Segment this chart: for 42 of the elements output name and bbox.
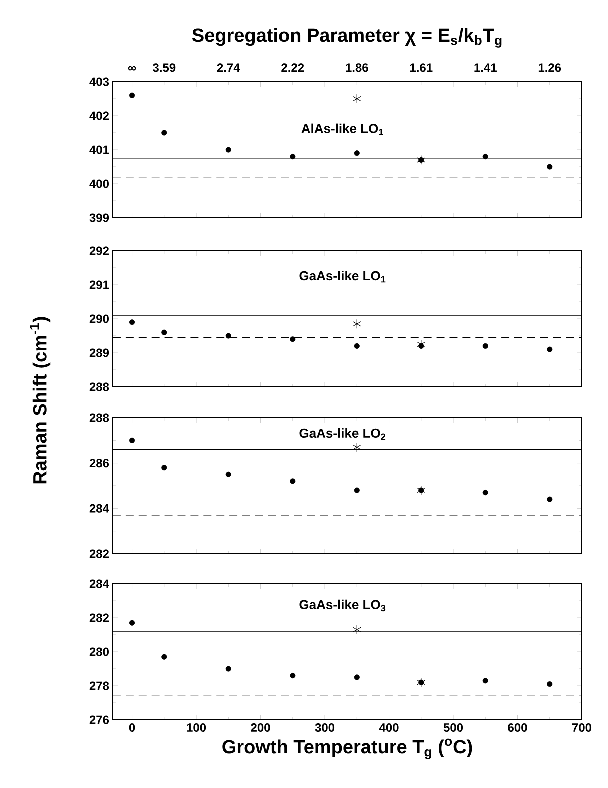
- y-tick-label: 278: [90, 682, 110, 690]
- text: 3.59: [153, 64, 176, 72]
- annotation: GaAs-like LO$_{1}$: [300, 271, 386, 283]
- annotation: GaAs-like LO$_{2}$: [300, 428, 386, 440]
- y-tick-label: 401: [90, 146, 110, 154]
- x-tick-label: 200: [251, 724, 270, 732]
- text: ∞: [128, 66, 136, 71]
- text: 1.41: [474, 64, 497, 72]
- x-tick-label: 300: [315, 724, 335, 732]
- y-tick-label: 284: [90, 504, 110, 513]
- y-tick-label: 282: [90, 550, 109, 558]
- x-tick-label: 700: [572, 724, 592, 732]
- y-tick-label: 288: [90, 382, 110, 392]
- y-tick-label: 402: [90, 112, 109, 120]
- text: 2.22: [282, 64, 304, 72]
- y-tick-label: 288: [90, 414, 110, 422]
- y-tick-label: 286: [90, 459, 110, 468]
- x-tick-label: 0: [129, 724, 136, 732]
- x-tick-label: 500: [444, 724, 464, 732]
- y-tick-label: 284: [90, 580, 110, 588]
- x2-axis-title: Segregation Parameter χ = E$_{s}$/k$_{b}$T$_{g}$: [192, 28, 502, 48]
- y-tick-label: 290: [90, 314, 109, 324]
- annotation: GaAs-like LO$_{3}$: [300, 600, 386, 612]
- y-tick-label: 280: [90, 648, 109, 656]
- text: 1.61: [410, 64, 433, 72]
- y-tick-label: 399: [90, 214, 110, 222]
- y-tick-label: 276: [90, 716, 110, 724]
- annotation: AlAs-like LO$_{1}$: [302, 124, 384, 136]
- y-axis-title: Raman Shift (cm$^{-1}$): [30, 317, 51, 484]
- x-tick-label: 600: [508, 724, 528, 732]
- x-tick-label: 400: [379, 724, 399, 732]
- y-tick-label: 282: [90, 614, 109, 622]
- x-tick-label: 100: [187, 724, 206, 732]
- text: 1.26: [538, 64, 562, 72]
- y-tick-label: 403: [90, 78, 110, 86]
- y-tick-label: 292: [90, 246, 109, 256]
- text: 1.86: [346, 64, 368, 72]
- x-axis-title: Growth Temperature T$_{g}$ ($^{o}$C): [222, 738, 472, 760]
- y-tick-label: 289: [90, 348, 110, 358]
- text: 2.74: [217, 64, 240, 72]
- y-tick-label: 400: [90, 180, 109, 188]
- y-tick-label: 291: [90, 280, 110, 290]
